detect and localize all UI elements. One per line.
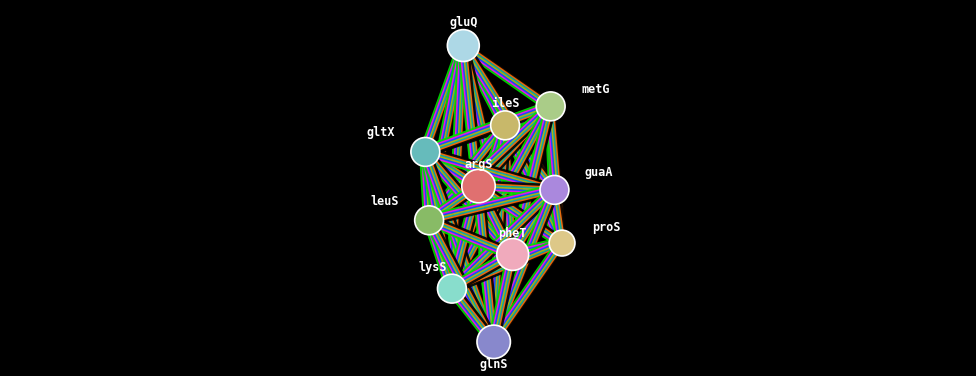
Text: ileS: ileS xyxy=(491,97,519,110)
Text: leuS: leuS xyxy=(370,195,399,208)
Text: guaA: guaA xyxy=(585,166,613,179)
Circle shape xyxy=(437,274,467,303)
Text: gluQ: gluQ xyxy=(449,16,477,29)
Text: metG: metG xyxy=(581,83,610,96)
Circle shape xyxy=(411,138,440,166)
Circle shape xyxy=(540,176,569,204)
Text: glnS: glnS xyxy=(479,358,508,371)
Text: gltX: gltX xyxy=(366,126,395,139)
Circle shape xyxy=(491,111,519,140)
Circle shape xyxy=(477,325,510,359)
Circle shape xyxy=(536,92,565,121)
Circle shape xyxy=(462,170,495,203)
Text: lysS: lysS xyxy=(419,261,447,274)
Circle shape xyxy=(549,230,575,256)
Text: argS: argS xyxy=(465,158,493,171)
Circle shape xyxy=(415,206,443,235)
Circle shape xyxy=(497,238,529,270)
Circle shape xyxy=(447,30,479,62)
Text: pheT: pheT xyxy=(499,227,527,240)
Text: proS: proS xyxy=(592,221,621,234)
